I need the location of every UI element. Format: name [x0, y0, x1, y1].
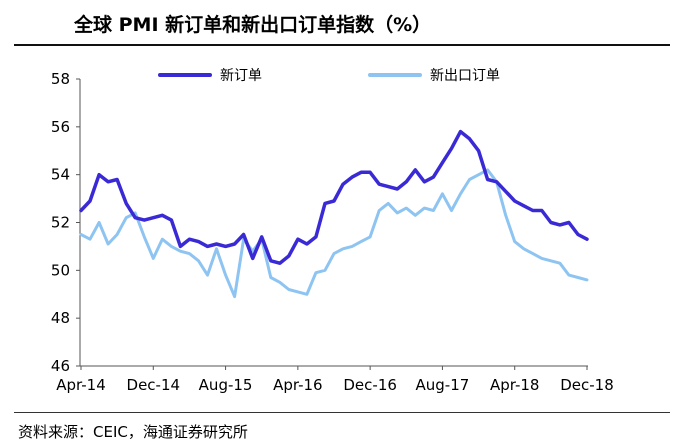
y-tick-label: 48 [51, 309, 70, 327]
legend: 新订单 新出口订单 [158, 68, 500, 84]
y-tick-label: 50 [51, 261, 70, 279]
series-line-new-orders [79, 129, 589, 265]
y-tick-label: 52 [51, 214, 70, 232]
x-tick-label: Dec-18 [560, 376, 614, 394]
footer-rule [14, 412, 670, 413]
legend-label-new-orders: 新订单 [220, 68, 262, 84]
title-rule [14, 44, 670, 46]
x-tick-labels: Apr-14 Dec-14 Aug-15 Apr-16 Dec-16 Aug-17 Apr-… [56, 366, 614, 394]
x-tick-label: Aug-17 [416, 376, 470, 394]
x-tick-label: Apr-16 [273, 376, 323, 394]
y-tick-label: 46 [51, 357, 70, 375]
source-note: 资料来源：CEIC，海通证券研究所 [18, 423, 248, 441]
series-line-new-export-orders [79, 168, 589, 299]
y-tick-label: 56 [51, 118, 70, 136]
y-tick-label: 58 [51, 70, 70, 88]
chart-title: 全球 PMI 新订单和新出口订单指数（%） [74, 14, 432, 36]
y-tick-label: 54 [51, 166, 70, 184]
legend-label-new-export-orders: 新出口订单 [430, 68, 500, 84]
series-lines [79, 129, 589, 299]
x-tick-label: Dec-14 [127, 376, 181, 394]
x-tick-label: Dec-16 [343, 376, 397, 394]
x-tick-label: Apr-14 [56, 376, 106, 394]
x-tick-label: Apr-18 [490, 376, 540, 394]
axes [79, 79, 588, 367]
y-tick-labels: 46 48 50 52 54 56 58 [51, 70, 80, 375]
x-tick-label: Aug-15 [199, 376, 253, 394]
